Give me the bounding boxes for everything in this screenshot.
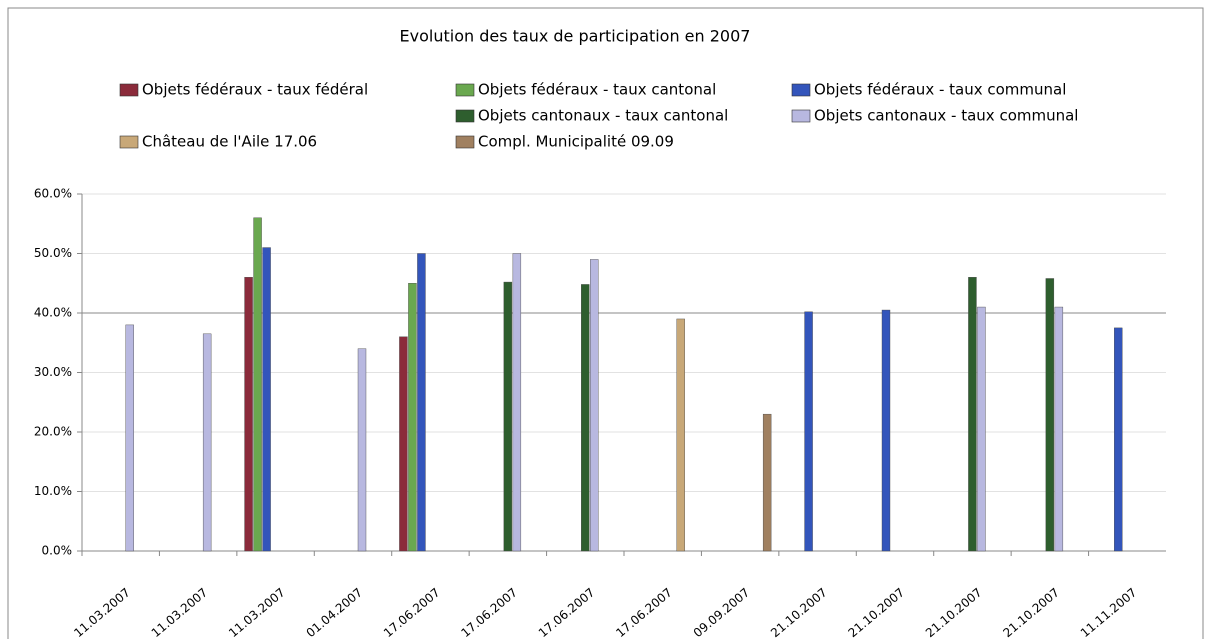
- bar: [804, 311, 813, 552]
- legend-swatch: [455, 83, 475, 97]
- bar: [881, 309, 891, 552]
- bar: [512, 253, 522, 552]
- legend-swatch: [455, 109, 475, 123]
- y-tick-label: 60.0%: [34, 187, 72, 201]
- bar: [357, 348, 367, 552]
- legend-swatch: [455, 135, 475, 149]
- chart-title: Evolution des taux de participation en 2…: [400, 27, 751, 46]
- y-tick-label: 10.0%: [34, 484, 72, 498]
- bar: [503, 281, 513, 552]
- legend-label: Objets fédéraux - taux cantonal: [478, 81, 716, 99]
- chart-frame: [7, 7, 1204, 639]
- bar: [590, 259, 599, 552]
- bar: [1114, 327, 1123, 552]
- legend-label: Objets fédéraux - taux fédéral: [142, 81, 368, 99]
- legend-label: Château de l'Aile 17.06: [142, 133, 317, 151]
- bar: [399, 336, 408, 552]
- bar: [125, 324, 134, 552]
- y-tick-label: 40.0%: [34, 306, 72, 320]
- bar: [1045, 278, 1055, 552]
- legend-label: Compl. Municipalité 09.09: [478, 133, 674, 151]
- legend-swatch: [791, 109, 811, 123]
- bar: [202, 333, 212, 552]
- bar: [968, 277, 977, 552]
- y-tick-label: 0.0%: [42, 544, 73, 558]
- bar: [262, 247, 271, 552]
- legend-swatch: [119, 83, 139, 97]
- legend-label: Objets fédéraux - taux communal: [814, 81, 1066, 99]
- bar: [977, 306, 986, 552]
- legend-swatch: [119, 135, 139, 149]
- y-tick-label: 50.0%: [34, 246, 72, 260]
- y-tick-label: 30.0%: [34, 365, 72, 379]
- bar: [244, 277, 253, 552]
- bar: [676, 318, 685, 552]
- bar: [408, 283, 417, 552]
- bar: [417, 253, 426, 552]
- bar: [253, 217, 262, 552]
- legend-label: Objets cantonaux - taux cantonal: [478, 107, 728, 125]
- bar: [1054, 306, 1064, 552]
- y-tick-label: 20.0%: [34, 425, 72, 439]
- bar: [762, 413, 772, 552]
- bar: [581, 284, 590, 552]
- legend-swatch: [791, 83, 811, 97]
- legend-label: Objets cantonaux - taux communal: [814, 107, 1078, 125]
